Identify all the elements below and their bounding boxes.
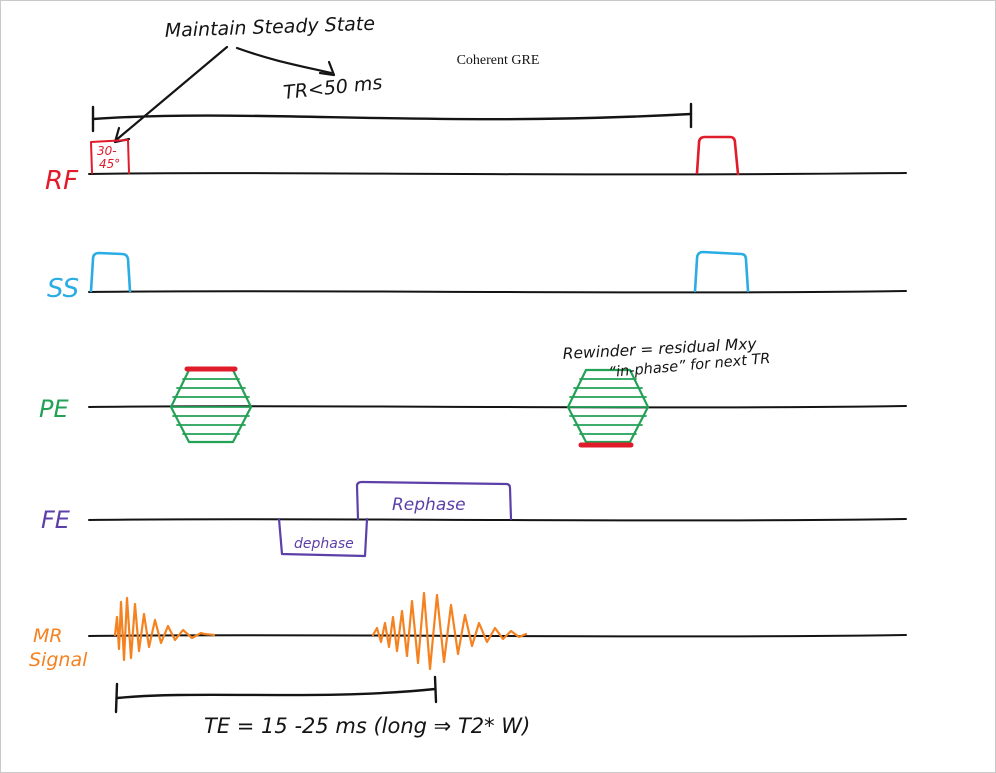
rf-row-label: RF [45, 166, 79, 196]
fe-rephase-lobe: Rephase [355, 480, 513, 521]
fe-baseline [88, 518, 907, 522]
rf-baseline [88, 172, 907, 176]
pe-gradient-table-1 [169, 366, 253, 444]
flip-angle-line1: 30- [97, 144, 117, 158]
mr-signal-baseline [88, 634, 907, 638]
rf-pulse-next-tr [695, 135, 740, 176]
mr-signal-label-line1: MR [33, 625, 63, 647]
rf-pulse-alpha: 30- 45° [90, 139, 130, 174]
flip-angle-line2: 45° [99, 157, 120, 171]
rephase-label: Rephase [392, 495, 466, 515]
mr-signal-label-line2: Signal [29, 649, 88, 671]
diagram-title: Coherent GRE [457, 53, 540, 68]
ss-baseline [88, 290, 907, 294]
tr-span-bracket [91, 102, 693, 133]
pe-rewinder-table [566, 368, 650, 448]
steady-state-arrow-right [235, 46, 336, 77]
tr-label: TR<50 ms [282, 72, 383, 104]
ss-gradient-pulse-1 [89, 251, 132, 293]
ss-gradient-pulse-2 [693, 250, 750, 293]
pe-row-label: PE [39, 395, 69, 423]
echo-signal-wave [371, 591, 528, 671]
fe-dephase-lobe: dephase [277, 517, 369, 558]
fe-row-label: FE [41, 506, 71, 534]
steady-state-arrow-left [113, 45, 229, 144]
te-label: TE = 15 -25 ms (long ⇒ T2* W) [204, 714, 530, 738]
te-span-bracket [114, 675, 438, 714]
dephase-label: dephase [294, 536, 354, 552]
fid-signal-wave [113, 596, 216, 662]
ss-row-label: SS [47, 274, 79, 304]
steady-state-note: Maintain Steady State [164, 13, 375, 42]
